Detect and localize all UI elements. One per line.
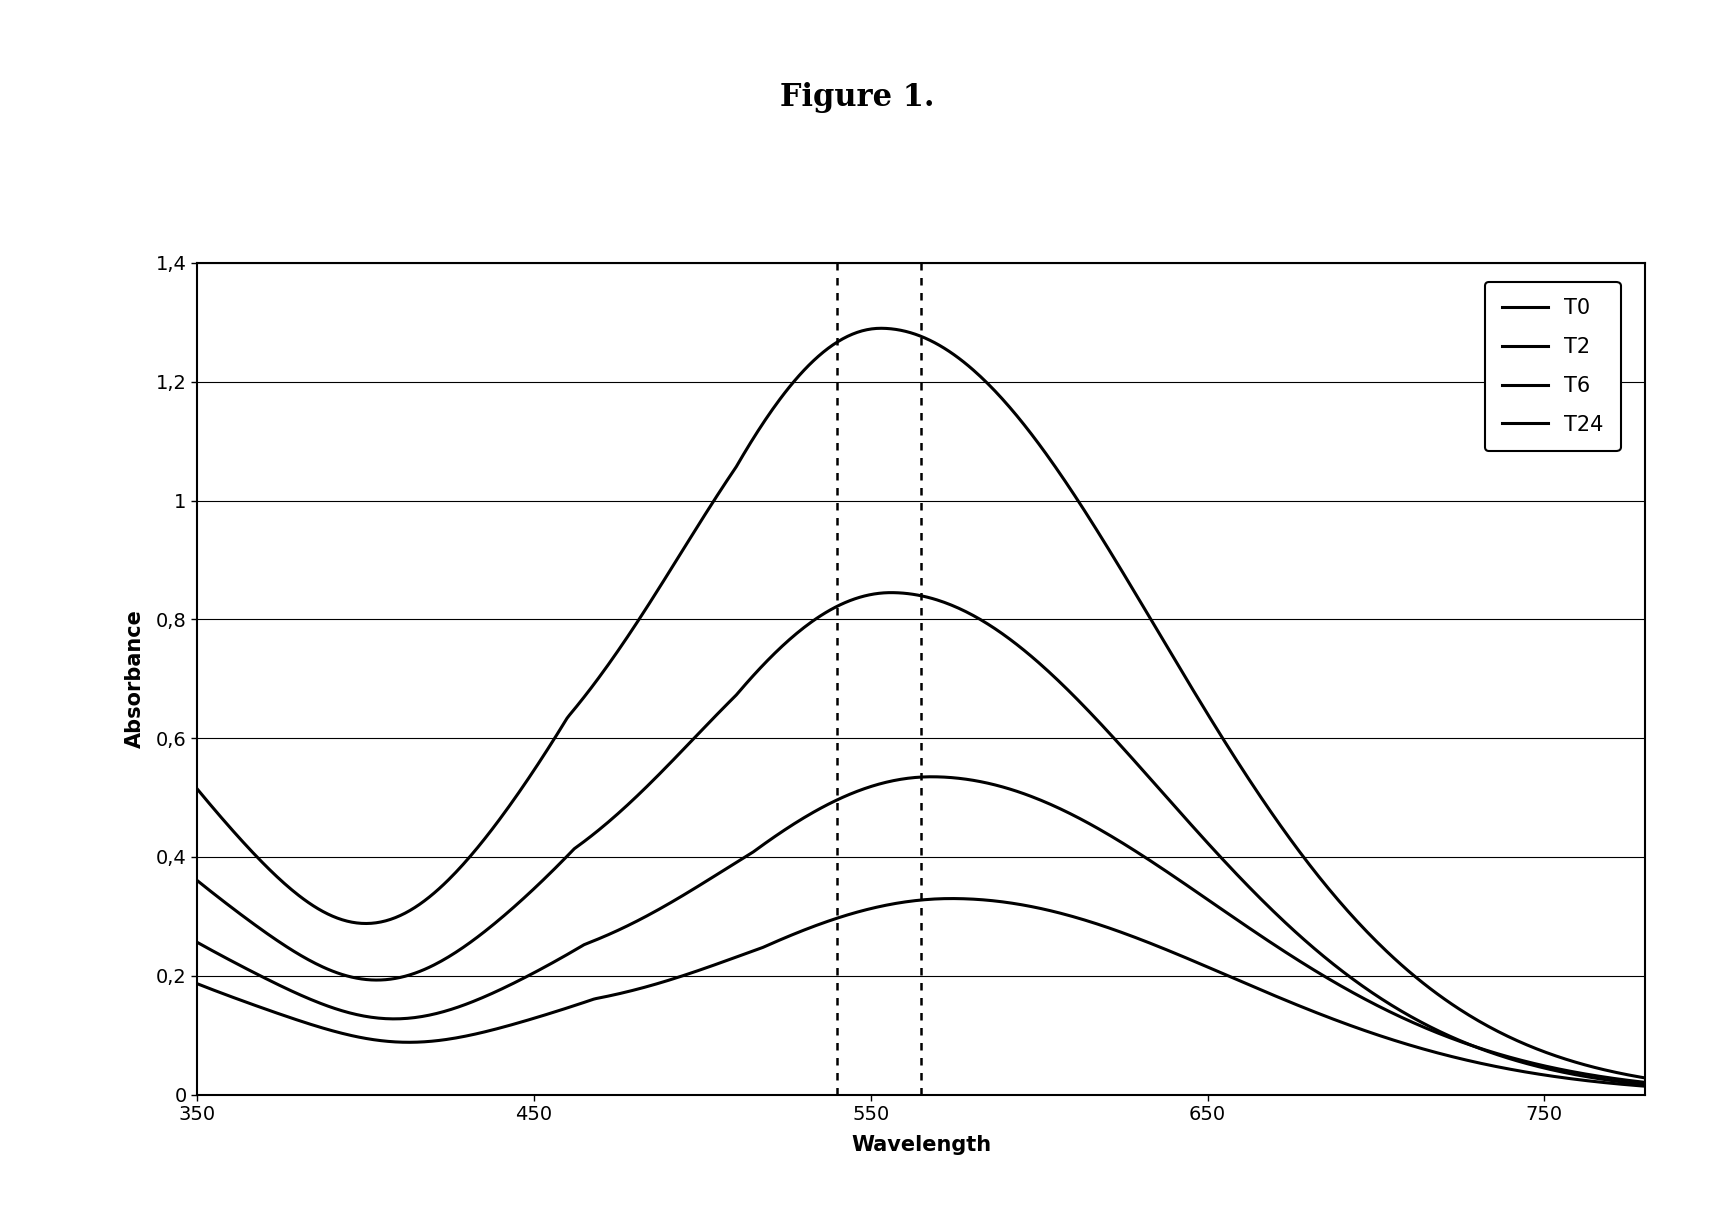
T2 — [559, 846, 579, 861]
T24 — [842, 906, 862, 921]
T6 — [1157, 865, 1178, 879]
T6 — [559, 945, 579, 960]
T24 — [1635, 1079, 1656, 1093]
T0 — [1157, 638, 1178, 653]
T24 — [187, 976, 207, 991]
Text: Figure 1.: Figure 1. — [780, 82, 934, 114]
T24 — [1157, 943, 1178, 958]
T0 — [842, 327, 862, 341]
T2 — [187, 873, 207, 888]
T0 — [1042, 456, 1063, 471]
T6 — [187, 934, 207, 949]
Line: T2: T2 — [197, 593, 1645, 1085]
T2 — [881, 586, 902, 600]
T24 — [941, 892, 962, 906]
T6 — [922, 769, 943, 784]
T0 — [871, 320, 891, 335]
T2 — [444, 947, 464, 961]
Line: T0: T0 — [197, 328, 1645, 1077]
T6 — [842, 786, 862, 801]
T6 — [1042, 799, 1063, 813]
T24 — [1042, 904, 1063, 918]
T0 — [1280, 832, 1301, 846]
Line: T6: T6 — [197, 777, 1645, 1082]
T0 — [444, 867, 464, 882]
T2 — [1157, 790, 1178, 805]
T6 — [1280, 948, 1301, 963]
T6 — [1635, 1075, 1656, 1090]
T24 — [444, 1031, 464, 1046]
T0 — [1635, 1070, 1656, 1085]
T0 — [187, 781, 207, 796]
Line: T24: T24 — [197, 899, 1645, 1086]
Y-axis label: Absorbance: Absorbance — [125, 609, 144, 748]
T6 — [444, 1002, 464, 1016]
T2 — [1280, 920, 1301, 934]
T2 — [1635, 1077, 1656, 1092]
X-axis label: Wavelength: Wavelength — [852, 1135, 991, 1155]
Legend: T0, T2, T6, T24: T0, T2, T6, T24 — [1486, 281, 1620, 451]
T2 — [1042, 668, 1063, 682]
T2 — [842, 592, 862, 607]
T24 — [1280, 994, 1301, 1009]
T24 — [559, 1000, 579, 1015]
T0 — [559, 708, 579, 723]
